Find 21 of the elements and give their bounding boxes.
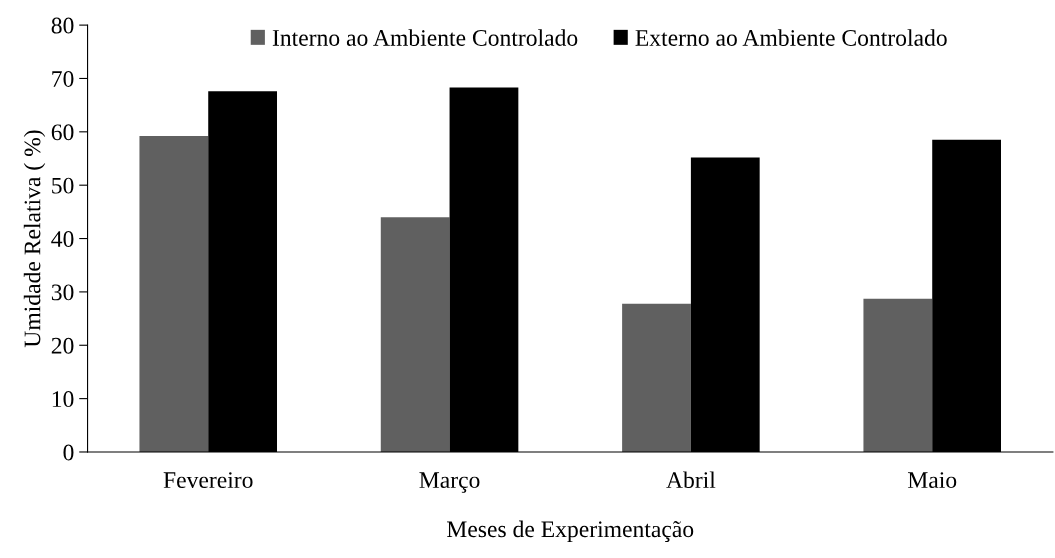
bar — [380, 217, 450, 452]
legend-label: Externo ao Ambiente Controlado — [635, 29, 947, 46]
legend-label: Interno ao Ambiente Controlado — [272, 29, 578, 46]
y-tick-label: 50 — [52, 177, 74, 194]
y-tick-label: 0 — [63, 444, 74, 461]
bar — [139, 136, 209, 452]
y-tick-label: 60 — [51, 124, 74, 141]
bar — [863, 298, 933, 452]
y-tick-label: 40 — [51, 231, 74, 247]
x-axis-title: Meses de Experimentação — [446, 520, 694, 543]
x-tick-label: Março — [419, 472, 480, 493]
y-tick-label: 80 — [51, 17, 74, 34]
y-tick-label: 10 — [52, 391, 74, 408]
x-tick-label: Maio — [907, 472, 957, 489]
x-tick-label: Fevereiro — [163, 472, 253, 489]
y-tick-label: 20 — [51, 337, 74, 354]
bar — [622, 303, 691, 452]
y-axis-title: Umidade Relativa ( %) — [23, 130, 46, 348]
y-tick-label: 70 — [52, 70, 74, 87]
x-tick-label: Abril — [666, 471, 716, 489]
y-tick-label: 30 — [51, 284, 74, 301]
